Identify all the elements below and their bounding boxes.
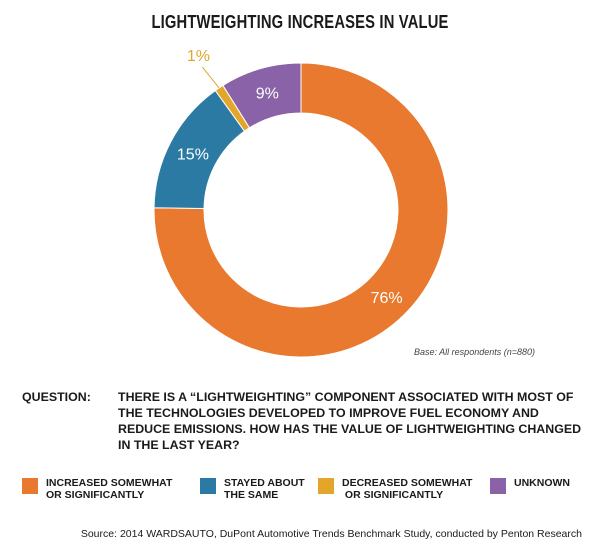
legend-swatch <box>22 478 38 494</box>
value-label-stayed: 15% <box>177 146 209 163</box>
legend-swatch <box>318 478 334 494</box>
legend-swatch <box>200 478 216 494</box>
base-note: Base: All respondents (n=880) <box>414 347 535 357</box>
slice-increased <box>153 62 449 358</box>
legend-item-stayed: STAYED ABOUT THE SAME <box>200 477 344 501</box>
legend-item-increased: INCREASED SOMEWHAT OR SIGNIFICANTLY <box>22 477 173 501</box>
legend-label: INCREASED SOMEWHAT OR SIGNIFICANTLY <box>46 477 173 501</box>
value-label-increased: 76% <box>371 290 403 307</box>
donut-chart: 76% 15% 1% 9% <box>153 48 449 358</box>
value-label-unknown: 9% <box>256 86 279 103</box>
legend-item-decreased: DECREASED SOMEWHAT OR SIGNIFICANTLY <box>318 477 473 501</box>
slice-unknown <box>222 62 302 129</box>
chart-title: LIGHTWEIGHTING INCREASES IN VALUE <box>151 12 449 32</box>
legend-label: DECREASED SOMEWHAT OR SIGNIFICANTLY <box>342 477 473 501</box>
question-text: THERE IS A “LIGHTWEIGHTING” COMPONENT AS… <box>118 390 582 452</box>
legend-label: STAYED ABOUT THE SAME <box>224 477 305 501</box>
value-label-decreased: 1% <box>187 48 210 65</box>
legend-swatch <box>490 478 506 494</box>
leader-line-decreased <box>201 66 220 89</box>
legend-label: UNKNOWN <box>514 477 570 489</box>
question-block: QUESTION: THERE IS A “LIGHTWEIGHTING” CO… <box>22 389 582 453</box>
legend: INCREASED SOMEWHAT OR SIGNIFICANTLY STAYE… <box>20 477 590 507</box>
legend-item-unknown: UNKNOWN <box>490 477 600 494</box>
source-note: Source: 2014 WARDSAUTO, DuPont Automotiv… <box>80 528 582 540</box>
question-label: QUESTION: <box>22 390 91 404</box>
